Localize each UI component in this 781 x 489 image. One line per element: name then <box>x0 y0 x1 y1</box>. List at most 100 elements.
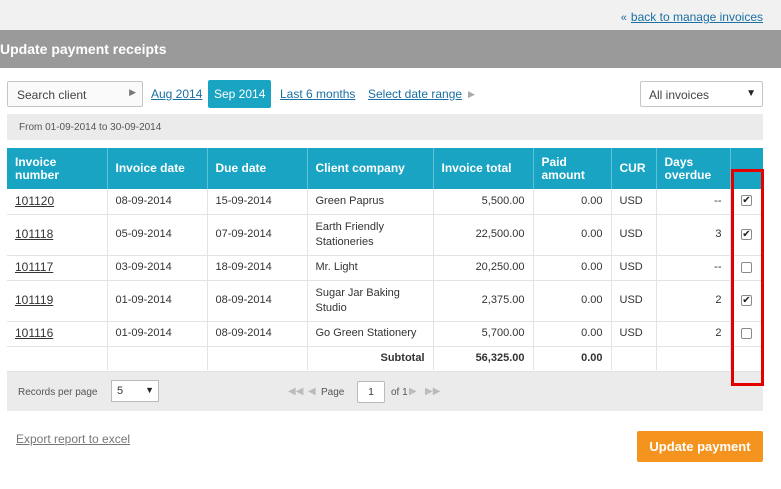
records-per-page-value: 5 <box>117 385 124 397</box>
table-row: 101119 01-09-2014 08-09-2014 Sugar Jar B… <box>7 280 763 322</box>
row-checkbox[interactable] <box>741 261 753 273</box>
empty-cell <box>730 346 763 370</box>
paid-cell: 0.00 <box>533 321 612 347</box>
empty-cell <box>107 346 208 370</box>
overdue-cell: -- <box>656 189 731 215</box>
period-select-date-range[interactable]: Select date range <box>368 87 463 101</box>
currency-cell: USD <box>611 321 657 347</box>
empty-cell <box>207 346 308 370</box>
select-cell <box>730 255 763 281</box>
period-last-6-months[interactable]: Last 6 months <box>280 87 356 101</box>
due-date-cell: 08-09-2014 <box>207 321 308 347</box>
invoice-date-cell: 05-09-2014 <box>107 214 208 256</box>
invoice-number-link[interactable]: 101117 <box>7 255 108 281</box>
chevron-down-icon: ▼ <box>746 88 756 99</box>
total-cell: 5,700.00 <box>433 321 534 347</box>
back-to-invoices-link[interactable]: «back to manage invoices <box>621 10 763 24</box>
period-sep-2014[interactable]: Sep 2014 <box>208 80 272 108</box>
select-cell <box>730 321 763 347</box>
invoice-number-link[interactable]: 101119 <box>7 280 108 322</box>
period-aug-2014[interactable]: Aug 2014 <box>151 87 203 101</box>
page-title: Update payment receipts <box>0 41 167 57</box>
invoice-number-link[interactable]: 101120 <box>7 189 108 215</box>
records-per-page-select[interactable]: 5 ▼ <box>111 380 159 402</box>
total-cell: 2,375.00 <box>433 280 534 322</box>
client-cell: Sugar Jar Baking Studio <box>307 280 434 322</box>
page-number-value: 1 <box>368 387 374 398</box>
invoice-number-link[interactable]: 101118 <box>7 214 108 256</box>
total-cell: 22,500.00 <box>433 214 534 256</box>
caret-right-icon: ▶ <box>468 89 475 99</box>
client-cell: Green Paprus <box>307 189 434 215</box>
page-header: Update payment receipts <box>0 30 781 68</box>
select-cell <box>730 280 763 322</box>
table-row: 101117 03-09-2014 18-09-2014 Mr. Light 2… <box>7 255 763 281</box>
due-date-cell: 15-09-2014 <box>207 189 308 215</box>
subtotal-label: Subtotal <box>307 346 434 370</box>
currency-cell: USD <box>611 214 657 256</box>
empty-cell <box>611 346 657 370</box>
back-link-label: back to manage invoices <box>630 10 763 24</box>
prev-page-icon[interactable]: ◀ <box>308 386 316 397</box>
empty-cell <box>656 346 731 370</box>
row-checkbox[interactable] <box>741 293 753 308</box>
overdue-cell: 2 <box>656 321 731 347</box>
row-checkbox[interactable] <box>741 327 753 339</box>
date-range-text: From 01-09-2014 to 30-09-2014 <box>19 122 162 133</box>
date-range-bar: From 01-09-2014 to 30-09-2014 <box>7 114 763 140</box>
caret-right-icon: ▶ <box>129 87 136 97</box>
col-days-overdue[interactable]: Days overdue <box>656 148 731 189</box>
col-client-company[interactable]: Client company <box>307 148 434 189</box>
table-row: 101118 05-09-2014 07-09-2014 Earth Frien… <box>7 214 763 256</box>
page-count-label: of 1 <box>391 387 408 398</box>
overdue-cell: 3 <box>656 214 731 256</box>
invoice-number-link[interactable]: 101116 <box>7 321 108 347</box>
overdue-cell: 2 <box>656 280 731 322</box>
pagination-bar: Records per page 5 ▼ ◀◀ ◀ Page 1 of 1 ▶ … <box>7 371 763 411</box>
overdue-cell: -- <box>656 255 731 281</box>
due-date-cell: 07-09-2014 <box>207 214 308 256</box>
currency-cell: USD <box>611 255 657 281</box>
last-page-icon[interactable]: ▶▶ <box>425 386 441 397</box>
chevron-down-icon: ▼ <box>145 385 154 395</box>
paid-cell: 0.00 <box>533 214 612 256</box>
table-row: 101120 08-09-2014 15-09-2014 Green Papru… <box>7 189 763 215</box>
col-select <box>730 148 763 189</box>
col-invoice-date[interactable]: Invoice date <box>107 148 208 189</box>
client-cell: Earth Friendly Stationeries <box>307 214 434 256</box>
invoice-date-cell: 01-09-2014 <box>107 280 208 322</box>
invoice-filter-value: All invoices <box>649 88 710 102</box>
select-cell <box>730 189 763 215</box>
paid-cell: 0.00 <box>533 255 612 281</box>
back-arrow-icon: « <box>620 12 627 24</box>
subtotal-paid: 0.00 <box>533 346 612 370</box>
subtotal-row: Subtotal 56,325.00 0.00 <box>7 346 763 370</box>
col-invoice-total[interactable]: Invoice total <box>433 148 534 189</box>
invoices-table: Invoice number Invoice date Due date Cli… <box>7 148 763 370</box>
page-label: Page <box>321 387 345 398</box>
table-row: 101116 01-09-2014 08-09-2014 Go Green St… <box>7 321 763 347</box>
first-page-icon[interactable]: ◀◀ <box>288 386 304 397</box>
currency-cell: USD <box>611 280 657 322</box>
search-client-dropdown[interactable]: Search client ▶ <box>7 81 143 107</box>
next-page-icon[interactable]: ▶ <box>409 386 417 397</box>
empty-cell <box>7 346 108 370</box>
total-cell: 5,500.00 <box>433 189 534 215</box>
col-currency[interactable]: CUR <box>611 148 657 189</box>
page-number-input[interactable]: 1 <box>357 381 385 403</box>
export-to-excel-link[interactable]: Export report to excel <box>16 432 131 446</box>
col-due-date[interactable]: Due date <box>207 148 308 189</box>
row-checkbox[interactable] <box>741 227 753 242</box>
col-paid-amount[interactable]: Paid amount <box>533 148 612 189</box>
client-cell: Go Green Stationery <box>307 321 434 347</box>
paid-cell: 0.00 <box>533 189 612 215</box>
paid-cell: 0.00 <box>533 280 612 322</box>
col-invoice-number[interactable]: Invoice number <box>7 148 108 189</box>
records-per-page-label: Records per page <box>18 387 98 398</box>
select-cell <box>730 214 763 256</box>
client-cell: Mr. Light <box>307 255 434 281</box>
due-date-cell: 18-09-2014 <box>207 255 308 281</box>
update-payment-button[interactable]: Update payment <box>637 431 763 462</box>
invoice-filter-select[interactable]: All invoices ▼ <box>640 81 763 107</box>
row-checkbox[interactable] <box>741 193 753 208</box>
